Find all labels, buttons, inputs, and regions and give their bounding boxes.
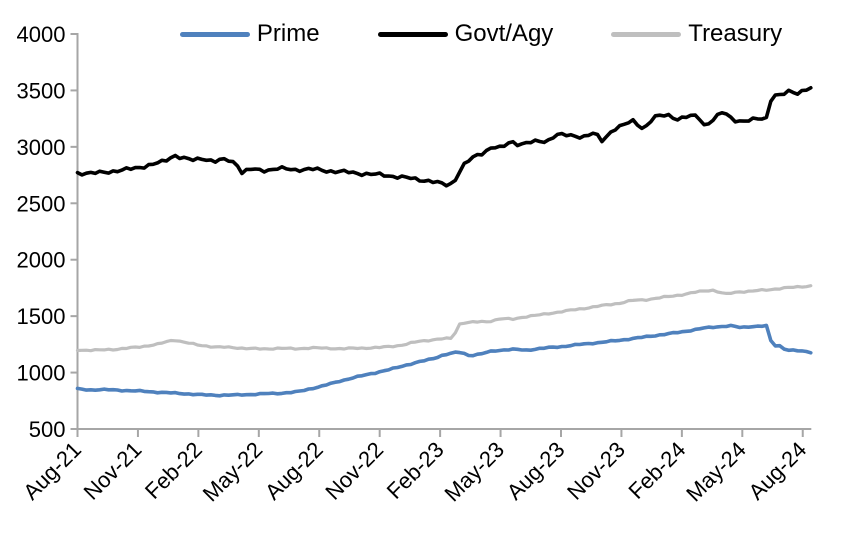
x-axis-label: May-24 bbox=[681, 437, 751, 507]
y-axis-label: 500 bbox=[29, 417, 66, 442]
legend-label-govt-agy: Govt/Agy bbox=[454, 20, 554, 47]
y-axis-label: 2500 bbox=[17, 191, 66, 216]
legend-item-treasury: Treasury bbox=[611, 20, 782, 48]
series-line-govt-agy bbox=[75, 86, 813, 188]
y-axis-label: 3000 bbox=[17, 135, 66, 160]
legend-swatch-treasury-line bbox=[611, 31, 682, 37]
x-axis-label: Nov-21 bbox=[79, 437, 147, 505]
x-axis-label: Aug-21 bbox=[18, 437, 86, 505]
legend-swatch-govt-agy-line bbox=[377, 31, 448, 37]
x-axis-label: May-23 bbox=[440, 437, 510, 507]
x-axis-label: Feb-24 bbox=[623, 437, 690, 504]
y-axis-label: 4000 bbox=[17, 22, 66, 47]
legend-item-prime: Prime bbox=[179, 20, 320, 48]
x-axis-label: May-22 bbox=[198, 437, 268, 507]
y-axis-label: 3500 bbox=[17, 78, 66, 103]
legend-label-treasury: Treasury bbox=[688, 20, 783, 47]
x-axis-label: Aug-22 bbox=[260, 437, 328, 505]
legend-swatch-prime-line bbox=[179, 31, 250, 37]
legend-item-govt-agy: Govt/Agy bbox=[377, 20, 554, 48]
x-axis-label: Feb-23 bbox=[382, 437, 449, 504]
legend-label-prime: Prime bbox=[256, 20, 320, 47]
chart-legend: Prime Govt/Agy Treasury bbox=[0, 20, 852, 48]
y-axis-label: 2000 bbox=[17, 248, 66, 273]
x-axis-label: Nov-23 bbox=[562, 437, 630, 505]
x-axis-label: Feb-22 bbox=[140, 437, 207, 504]
x-axis-label: Nov-22 bbox=[320, 437, 388, 505]
x-axis-label: Aug-24 bbox=[743, 437, 811, 505]
y-axis-label: 1500 bbox=[17, 304, 66, 329]
series-line-treasury bbox=[75, 284, 813, 353]
y-axis-label: 1000 bbox=[17, 361, 66, 386]
series-line-prime bbox=[75, 323, 813, 398]
x-axis-label: Aug-23 bbox=[502, 437, 570, 505]
